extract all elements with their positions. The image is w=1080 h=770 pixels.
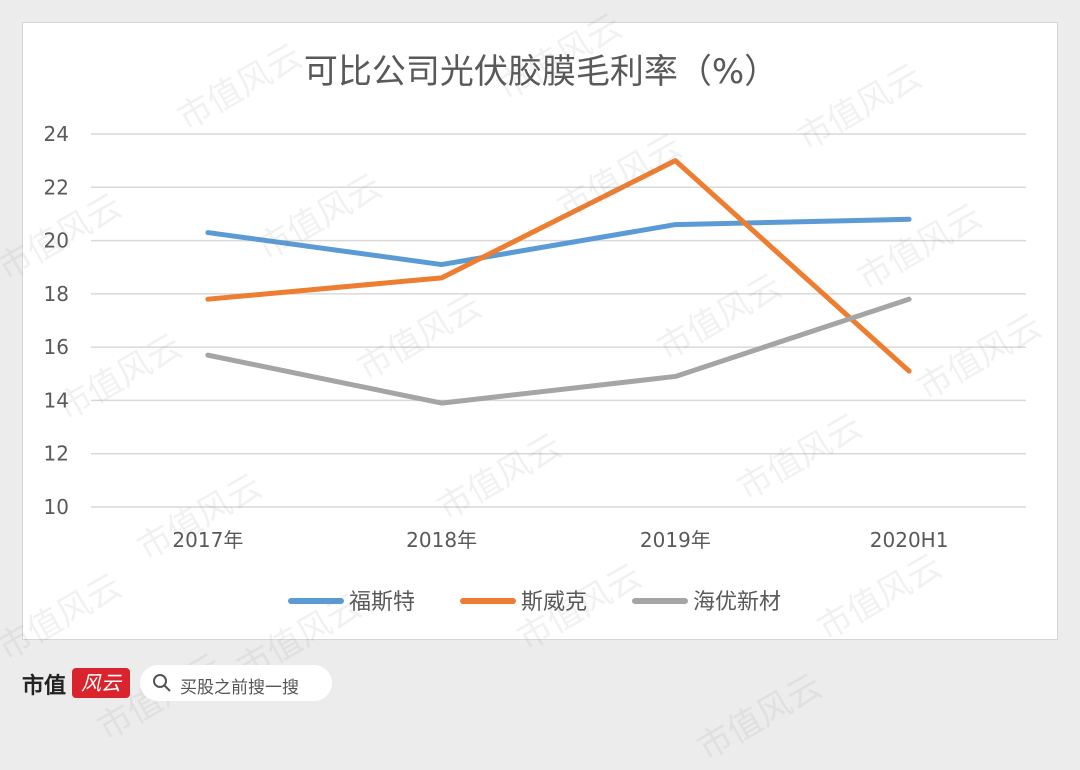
- brand-logo-badge: 风云: [72, 668, 130, 698]
- y-tick-label: 18: [44, 282, 69, 306]
- x-tick-label: 2017年: [172, 528, 243, 552]
- footer-bar: 市值 风云 买股之前搜一搜: [0, 654, 1080, 718]
- y-tick-label: 22: [44, 175, 69, 199]
- series-line-3: [205, 296, 912, 406]
- y-tick-label: 14: [44, 388, 69, 412]
- search-icon: [153, 674, 171, 692]
- y-tick-label: 12: [44, 442, 69, 466]
- legend: 福斯特 斯威克 海优新材: [288, 590, 781, 615]
- search-box[interactable]: 买股之前搜一搜: [140, 665, 332, 701]
- series-line-2: [205, 158, 912, 374]
- grid-layer: [91, 133, 1026, 508]
- y-tick-label: 20: [44, 229, 69, 253]
- x-tick-label: 2019年: [640, 528, 711, 552]
- legend-label: 海优新材: [693, 590, 781, 615]
- y-tick-labels: 10 12 14 16 18 20 22 24: [44, 122, 69, 519]
- brand-logo-text: 市值: [22, 674, 67, 699]
- y-tick-label: 10: [44, 495, 69, 519]
- x-tick-label: 2018年: [406, 528, 477, 552]
- x-tick-labels: 2017年 2018年 2019年 2020H1: [172, 528, 948, 552]
- y-tick-label: 24: [44, 122, 69, 146]
- legend-label: 福斯特: [349, 590, 415, 615]
- search-placeholder: 买股之前搜一搜: [180, 678, 299, 698]
- series-layer: [205, 158, 912, 406]
- chart-title: 可比公司光伏胶膜毛利率（%）: [304, 52, 778, 92]
- legend-label: 斯威克: [521, 590, 587, 615]
- y-tick-label: 16: [44, 335, 69, 359]
- chart-panel: 可比公司光伏胶膜毛利率（%） 10 12 14 16 18 20 22 24 2017年 201…: [22, 22, 1058, 640]
- x-tick-label: 2020H1: [870, 528, 949, 552]
- series-line-1: [205, 216, 912, 268]
